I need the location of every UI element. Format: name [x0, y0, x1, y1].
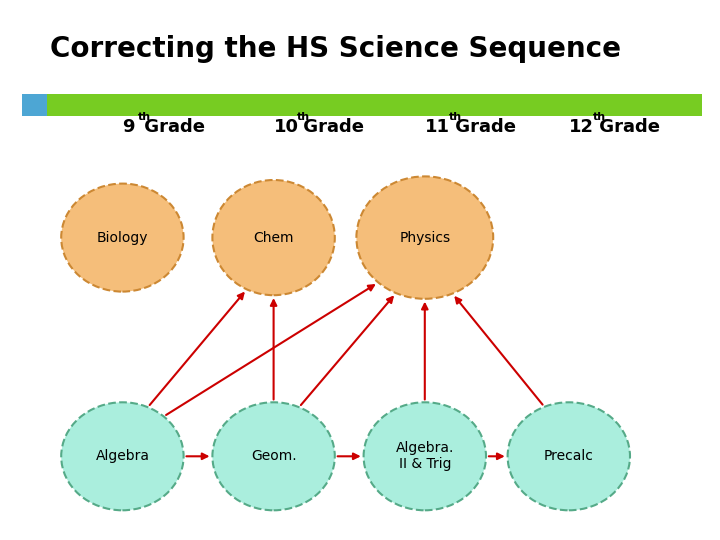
- Ellipse shape: [61, 402, 184, 510]
- Text: Chem: Chem: [253, 231, 294, 245]
- Text: th: th: [138, 112, 151, 123]
- Text: 12: 12: [569, 118, 594, 136]
- FancyBboxPatch shape: [47, 94, 702, 116]
- Ellipse shape: [364, 402, 486, 510]
- FancyBboxPatch shape: [22, 94, 47, 116]
- Text: 9: 9: [122, 118, 135, 136]
- Text: Grade: Grade: [449, 118, 516, 136]
- Ellipse shape: [356, 177, 493, 299]
- Ellipse shape: [212, 180, 335, 295]
- Text: Algebra: Algebra: [95, 449, 150, 463]
- Ellipse shape: [508, 402, 630, 510]
- Text: Grade: Grade: [297, 118, 364, 136]
- Ellipse shape: [212, 402, 335, 510]
- Text: Geom.: Geom.: [251, 449, 297, 463]
- Text: 11: 11: [425, 118, 450, 136]
- Text: 10: 10: [274, 118, 299, 136]
- Ellipse shape: [61, 184, 184, 292]
- Text: Physics: Physics: [399, 231, 451, 245]
- Text: th: th: [593, 112, 606, 123]
- Text: Algebra.
II & Trig: Algebra. II & Trig: [395, 441, 454, 471]
- Text: Correcting the HS Science Sequence: Correcting the HS Science Sequence: [50, 35, 621, 63]
- Text: Grade: Grade: [593, 118, 660, 136]
- Text: th: th: [297, 112, 310, 123]
- Text: Precalc: Precalc: [544, 449, 594, 463]
- Text: th: th: [449, 112, 462, 123]
- Text: Grade: Grade: [138, 118, 205, 136]
- Text: Biology: Biology: [96, 231, 148, 245]
